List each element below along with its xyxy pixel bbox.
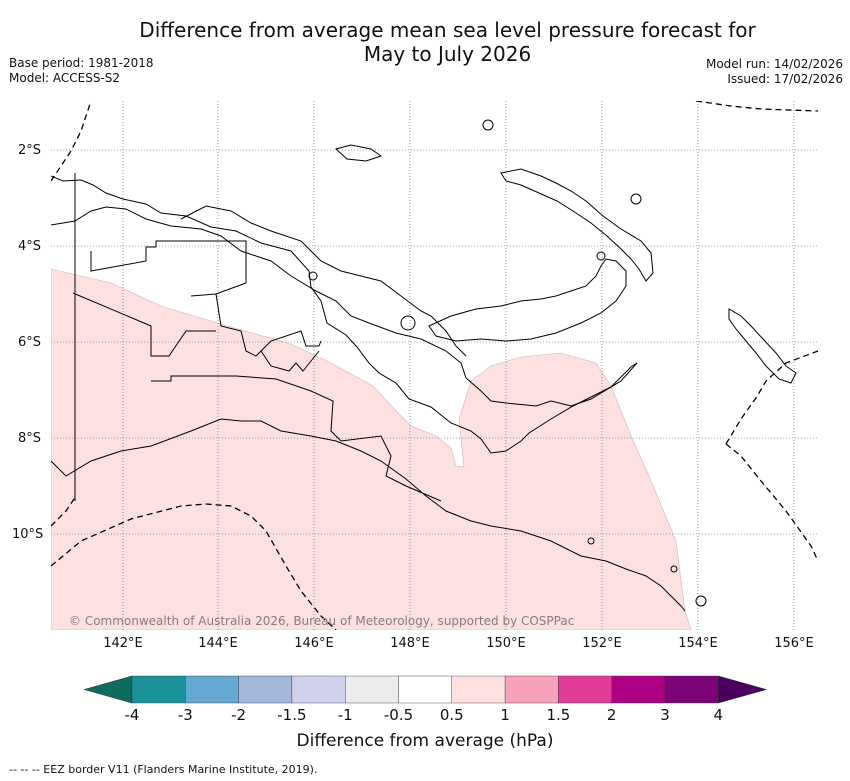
lon-label-144e: 144°E	[198, 636, 238, 651]
lat-label-8s: 8°S	[18, 431, 42, 446]
colorbar-tick-label: 1	[500, 706, 510, 724]
colorbar-tick-label: 3	[660, 706, 670, 724]
copyright-notice: © Commonwealth of Australia 2026, Bureau…	[69, 614, 575, 628]
colorbar-extend-high	[717, 675, 768, 704]
lon-label-148e: 148°E	[390, 636, 430, 651]
lon-label-150e: 150°E	[486, 636, 526, 651]
footer-note: -- -- -- EEZ border V11 (Flanders Marine…	[9, 763, 318, 776]
gridlines	[51, 101, 818, 630]
colorbar-tick-label: -3	[177, 706, 193, 724]
colorbar-tick-label: 4	[713, 706, 724, 724]
colorbar-swatch	[345, 675, 399, 704]
boundaries	[72, 173, 442, 502]
model-name: Model: ACCESS-S2	[9, 71, 121, 85]
colorbar-swatch	[131, 675, 186, 704]
lon-label-142e: 142°E	[103, 636, 143, 651]
colorbar-tick-label: -0.5	[383, 706, 414, 724]
lon-label-152e: 152°E	[582, 636, 622, 651]
lon-label-154e: 154°E	[678, 636, 718, 651]
lat-label-4s: 4°S	[18, 239, 42, 254]
colorbar-swatch	[504, 675, 559, 704]
meta-left: Base period: 1981-2018 Model: ACCESS-S2	[9, 56, 154, 86]
colorbar-swatch	[611, 675, 666, 704]
issued-date: Issued: 17/02/2026	[727, 72, 843, 86]
meta-right: Model run: 14/02/2026 Issued: 17/02/2026	[706, 57, 843, 87]
colorbar-tick-label: 2	[606, 706, 617, 724]
lon-label-146e: 146°E	[294, 636, 334, 651]
colorbar-tick-label: -1	[337, 706, 353, 724]
colorbar-swatch	[664, 675, 719, 704]
colorbar-tick-label: -2	[231, 706, 247, 724]
eez-borders	[51, 101, 818, 630]
colorbar-swatches	[82, 675, 768, 704]
colorbar-tick-label: -4	[124, 706, 140, 724]
coastlines	[51, 119, 797, 612]
colorbar-swatch	[398, 675, 452, 704]
map-svg	[51, 101, 818, 630]
colorbar-tick-label: 1.5	[546, 706, 571, 724]
title-line-1: Difference from average mean sea level p…	[139, 18, 756, 42]
base-period: Base period: 1981-2018	[9, 56, 154, 70]
colorbar-swatch	[451, 675, 506, 704]
lat-label-10s: 10°S	[12, 527, 44, 542]
colorbar-title: Difference from average (hPa)	[296, 731, 554, 751]
lon-label-156e: 156°E	[774, 636, 814, 651]
colorbar-swatch	[238, 675, 293, 704]
colorbar-extend-low	[82, 675, 133, 704]
map-panel	[51, 101, 818, 630]
colorbar-tick-label: 0.5	[439, 706, 464, 724]
colorbar	[82, 675, 768, 709]
colorbar-tick-label: -1.5	[277, 706, 307, 724]
colorbar-swatch	[291, 675, 346, 704]
colorbar-swatch	[185, 675, 239, 704]
colorbar-svg	[82, 675, 768, 704]
model-run: Model run: 14/02/2026	[705, 57, 843, 71]
anomaly-fill	[51, 268, 692, 630]
colorbar-swatch	[558, 675, 612, 704]
lat-label-2s: 2°S	[18, 143, 42, 158]
title-line-2: May to July 2026	[363, 42, 532, 66]
chart-title: Difference from average mean sea level p…	[0, 18, 850, 66]
lat-label-6s: 6°S	[18, 335, 42, 350]
